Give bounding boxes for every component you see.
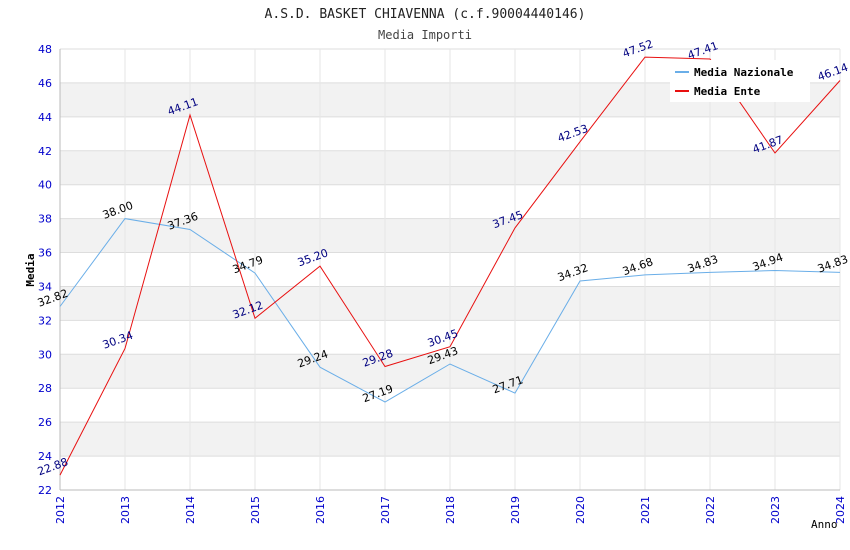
chart-title: A.S.D. BASKET CHIAVENNA (c.f.90004440146…: [265, 7, 586, 22]
x-tick-label: 2024: [834, 496, 847, 524]
series-line-media-nazionale: [59, 218, 841, 403]
data-label: 34.79: [231, 253, 265, 276]
x-tick-label: 2015: [249, 496, 262, 524]
x-tick-label: 2023: [769, 496, 782, 524]
x-tick-label: 2019: [509, 496, 522, 524]
data-label: 46.14: [816, 61, 850, 84]
y-tick-label: 24: [38, 450, 52, 463]
data-label: 42.53: [556, 122, 590, 145]
chart-subtitle: Media Importi: [378, 28, 472, 42]
legend-box: [670, 60, 810, 102]
y-tick-label: 34: [38, 280, 52, 293]
data-label: 30.34: [101, 329, 135, 352]
x-tick-labels: 2012 2013 2014 2015 2016 2017 2018 2019 2020 2021…: [54, 496, 847, 524]
y-tick-label: 28: [38, 382, 52, 395]
y-tick-label: 22: [38, 484, 52, 497]
y-tick-label: 36: [38, 247, 52, 260]
x-tick-label: 2018: [444, 496, 457, 524]
y-tick-label: 42: [38, 145, 52, 158]
x-tick-label: 2013: [119, 496, 132, 524]
x-tick-label: 2016: [314, 496, 327, 524]
y-tick-label: 44: [38, 111, 52, 124]
y-tick-label: 48: [38, 43, 52, 56]
x-tick-label: 2014: [184, 496, 197, 524]
y-tick-labels: 22 24 26 28 30 32 34 36 38 40 42 44 46 48: [38, 43, 52, 497]
series-line-media-ente: [59, 56, 841, 476]
x-tick-label: 2021: [639, 496, 652, 524]
series-lines: [59, 56, 841, 476]
y-tick-label: 46: [38, 77, 52, 90]
axes: [59, 49, 840, 491]
y-tick-label: 26: [38, 416, 52, 429]
y-axis-label: Media: [24, 253, 37, 286]
legend-label: Media Nazionale: [694, 66, 794, 79]
x-tick-label: 2022: [704, 496, 717, 524]
grid-lines: [59, 48, 841, 491]
y-tick-label: 32: [38, 314, 52, 327]
x-tick-label: 2012: [54, 496, 67, 524]
y-tick-label: 30: [38, 348, 52, 361]
legend-label: Media Ente: [694, 85, 761, 98]
y-tick-label: 38: [38, 213, 52, 226]
legend: Media Nazionale Media Ente: [670, 60, 810, 102]
x-tick-label: 2017: [379, 496, 392, 524]
x-axis-label: Anno: [811, 518, 838, 531]
y-tick-label: 40: [38, 179, 52, 192]
x-tick-label: 2020: [574, 496, 587, 524]
